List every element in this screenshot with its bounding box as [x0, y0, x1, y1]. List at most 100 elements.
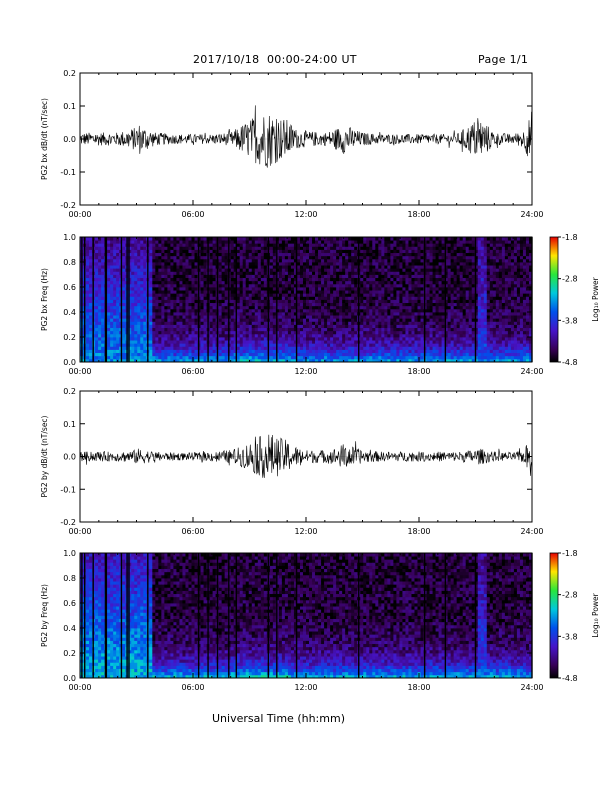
spectrogram-cell	[414, 302, 418, 307]
spectrogram-cell	[221, 246, 226, 250]
spectrogram-cell	[137, 315, 141, 319]
spectrogram-cell	[363, 240, 367, 244]
spectrogram-cell	[393, 349, 397, 354]
spectrogram-cell	[152, 349, 156, 354]
spectrogram-cell	[245, 290, 250, 294]
spectrogram-cell	[396, 312, 400, 316]
spectrogram-cell	[176, 249, 180, 254]
spectrogram-cell	[86, 293, 90, 297]
spectrogram-cell	[242, 255, 247, 260]
spectrogram-cell	[212, 287, 216, 291]
spectrogram-cell	[342, 252, 346, 257]
spectrogram-cell	[170, 337, 174, 341]
spectrogram-cell	[218, 274, 223, 279]
spectrogram-cell	[390, 346, 394, 350]
spectrogram-cell	[324, 321, 328, 325]
spectrogram-cell	[333, 283, 337, 288]
spectrogram-cell	[293, 337, 298, 341]
spectrogram-cell	[405, 290, 409, 294]
spectrogram-cell	[191, 343, 195, 347]
spectrogram-cell	[191, 299, 195, 304]
spectrogram-cell	[218, 268, 223, 272]
spectrogram-cell	[432, 358, 436, 363]
spectrogram-cell	[405, 305, 409, 310]
spectrogram-cell	[411, 324, 415, 329]
spectrogram-cell	[167, 258, 171, 263]
spectrogram-cell	[321, 318, 325, 322]
spectrogram-cell	[155, 255, 159, 260]
spectrogram-cell	[188, 274, 192, 279]
spectrogram-cell	[396, 330, 400, 335]
spectrogram-cell	[381, 296, 385, 300]
spectrogram-cell	[426, 265, 430, 269]
spectrogram-cell	[333, 277, 337, 282]
spectrogram-cell	[354, 349, 358, 354]
spectrogram-cell	[390, 265, 394, 269]
spectrogram-cell	[411, 355, 415, 360]
spectrogram-cell	[263, 333, 268, 338]
spectrogram-cell	[107, 327, 111, 332]
spectrogram-cell	[137, 283, 141, 288]
spectrogram-cell	[402, 327, 406, 332]
spectrogram-cell	[149, 302, 153, 307]
spectrogram-cell	[101, 258, 105, 263]
spectrogram-cell	[360, 268, 364, 272]
spectrogram-cell	[426, 308, 430, 313]
spectrogram-cell	[318, 296, 322, 300]
spectrogram-cell	[354, 293, 358, 297]
spectrogram-cell	[315, 293, 319, 297]
spectrogram-cell	[339, 352, 343, 357]
spectrogram-cell	[152, 290, 156, 294]
spectrogram-cell	[98, 358, 102, 363]
spectrogram-cell	[224, 327, 229, 332]
spectrogram-cell	[417, 352, 421, 357]
spectrogram-cell	[339, 324, 343, 329]
spectrogram-cell	[417, 308, 421, 313]
spectrogram-cell	[242, 324, 247, 329]
spectrogram-cell	[281, 299, 286, 304]
spectrogram-cell	[435, 308, 439, 313]
spectrogram-cell	[330, 302, 334, 307]
spectrogram-cell	[182, 283, 186, 288]
spectrogram-cell	[438, 318, 442, 322]
spectrogram-cell	[161, 305, 165, 310]
spectrogram-cell	[194, 318, 198, 322]
spectrogram-cell	[444, 287, 449, 291]
spectrogram-cell	[239, 333, 244, 338]
spectrogram-cell	[408, 265, 412, 269]
spectrogram-cell	[363, 277, 367, 282]
spectrogram-cell	[260, 287, 265, 291]
spectrogram-cell	[251, 246, 256, 250]
spectrogram-cell	[230, 337, 235, 341]
spectrogram-cell	[315, 237, 319, 241]
spectrogram-cell	[233, 302, 238, 307]
spectrogram-cell	[173, 327, 177, 332]
spectrogram-cell	[390, 321, 394, 325]
spectrogram-cell	[272, 312, 277, 316]
spectrogram-cell	[155, 290, 159, 294]
spectrogram-cell	[272, 321, 277, 325]
spectrogram-cell	[284, 299, 289, 304]
spectrogram-cell	[221, 337, 226, 341]
spectrogram-cell	[333, 318, 337, 322]
spectrogram-cell	[438, 255, 442, 260]
spectrogram-cell	[429, 358, 433, 363]
spectrogram-cell	[107, 268, 111, 272]
spectrogram-cell	[98, 280, 102, 285]
spectrogram-cell	[438, 343, 442, 347]
spectrogram-cell	[369, 296, 373, 300]
spectrogram-cell	[366, 274, 370, 279]
spectrogram-cell	[101, 271, 105, 275]
spectrogram-cell	[164, 246, 168, 250]
spectrogram-cell	[140, 265, 144, 269]
spectrogram-cell	[426, 249, 430, 254]
spectrogram-cell	[134, 255, 138, 260]
spectrogram-cell	[98, 243, 102, 247]
spectrogram-cell	[233, 315, 238, 319]
spectrogram-cell	[384, 337, 388, 341]
spectrogram-cell	[281, 243, 286, 247]
spectrogram-cell	[176, 262, 180, 266]
spectrogram-cell	[411, 333, 415, 338]
spectrogram-cell	[438, 346, 442, 350]
spectrogram-cell	[453, 315, 458, 319]
